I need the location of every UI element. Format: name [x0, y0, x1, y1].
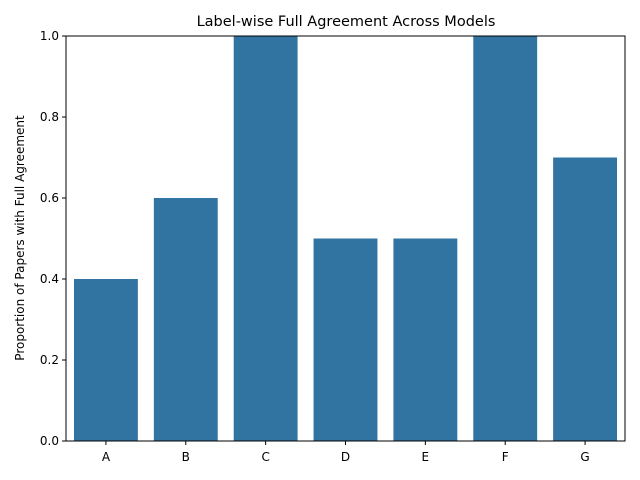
axes-frame: [65, 35, 626, 442]
bar-G: [553, 157, 618, 441]
bar-B: [153, 198, 218, 441]
chart-title: Label-wise Full Agreement Across Models: [197, 14, 496, 30]
y-tick-label: 0.0: [40, 434, 59, 448]
x-tick-label: D: [341, 450, 350, 464]
y-tick-label: 1.0: [40, 29, 59, 43]
y-axis-label: Proportion of Papers with Full Agreement: [13, 115, 27, 361]
x-tick-label: C: [261, 450, 269, 464]
x-tick-label: F: [502, 450, 509, 464]
bar-D: [313, 238, 378, 441]
bar-E: [393, 238, 458, 441]
y-tick-label: 0.4: [40, 272, 59, 286]
bar-F: [473, 36, 538, 441]
y-tick-label: 0.8: [40, 110, 59, 124]
y-tick-label: 0.2: [40, 353, 59, 367]
x-axis-ticks: A B C D E F G: [102, 441, 590, 464]
x-tick-label: G: [580, 450, 589, 464]
x-tick-label: A: [102, 450, 111, 464]
bar-C: [233, 36, 298, 441]
x-tick-label: E: [422, 450, 430, 464]
y-tick-label: 0.6: [40, 191, 59, 205]
x-tick-label: B: [182, 450, 190, 464]
bars-group: [73, 36, 618, 441]
y-axis-ticks: 0.0 0.2 0.4 0.6 0.8 1.0: [40, 29, 66, 448]
bar-A: [73, 279, 138, 441]
